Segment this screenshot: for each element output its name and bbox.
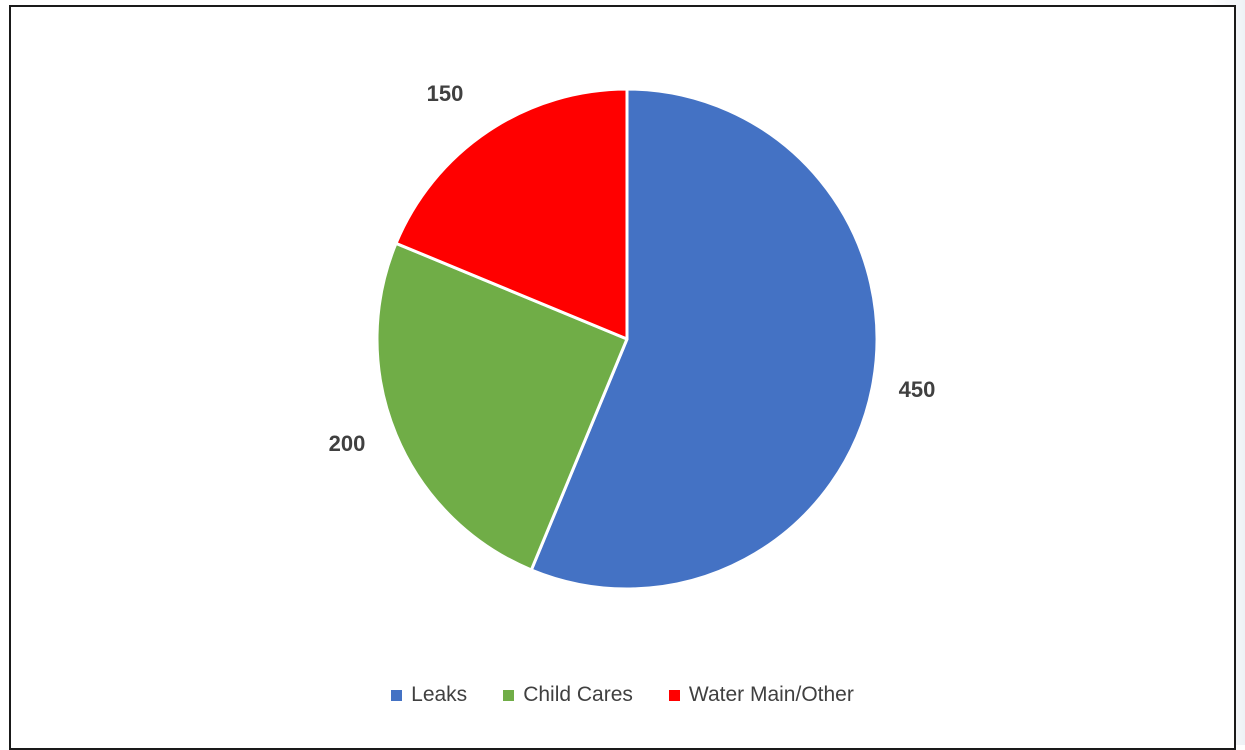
pie-slice-water-main-other	[394, 87, 629, 341]
pie-slice-leaks	[529, 87, 879, 591]
legend-swatch	[503, 689, 515, 701]
legend-item: Leaks	[391, 683, 467, 707]
data-label-leaks: 450	[899, 377, 936, 402]
legend-swatch	[668, 689, 680, 701]
pie-slice-child-cares	[375, 241, 629, 572]
legend-item: Water Main/Other	[668, 683, 854, 707]
pie-slices	[375, 87, 879, 591]
pie-data-labels: 450 200 150	[329, 81, 936, 456]
legend-label: Water Main/Other	[688, 683, 854, 706]
chart-legend: Leaks Child Cares Water Main/Other	[0, 683, 1245, 707]
legend-item: Child Cares	[503, 683, 633, 707]
legend-swatch	[391, 689, 403, 701]
legend-label: Child Cares	[523, 683, 633, 706]
data-label-water-main-other: 150	[427, 81, 464, 106]
legend-label: Leaks	[411, 683, 468, 706]
data-label-child-cares: 200	[329, 431, 366, 456]
